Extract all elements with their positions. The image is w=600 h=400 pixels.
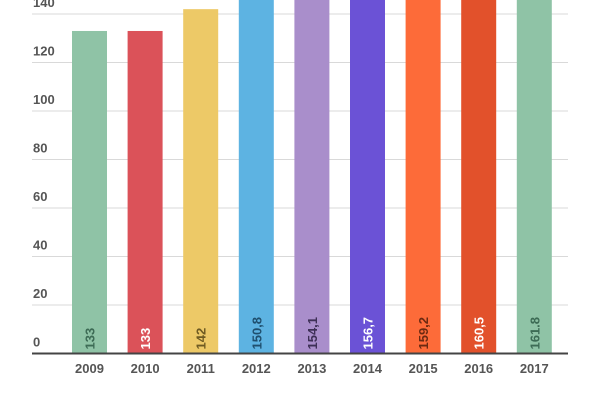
bars: 133 133 142 150,8 154,1 156,7 159,2 160,5 161.8 [72, 0, 552, 354]
data-label: 156,7 [361, 317, 376, 350]
data-label: 133 [138, 328, 153, 350]
y-tick-label: 120 [33, 44, 55, 59]
y-tick-label: 40 [33, 238, 47, 253]
data-label: 150,8 [249, 317, 264, 350]
x-tick-label: 2014 [353, 361, 383, 376]
bar-2015 [405, 0, 441, 354]
y-axis-ticks: 0 20 40 60 80 100 120 140 [33, 0, 55, 350]
bar-2012 [238, 0, 274, 354]
bar-2013 [294, 0, 330, 354]
data-label: 160,5 [472, 317, 487, 350]
bar-2010 [127, 30, 163, 354]
y-tick-label: 60 [33, 189, 47, 204]
bar-2011 [183, 9, 219, 354]
bar-2009 [72, 30, 107, 354]
x-tick-label: 2011 [187, 361, 215, 376]
data-label: 133 [83, 328, 98, 350]
x-tick-label: 2012 [242, 361, 271, 376]
y-tick-label: 20 [33, 286, 47, 301]
x-tick-label: 2013 [297, 361, 326, 376]
data-label: 159,2 [416, 317, 431, 350]
y-tick-label: 80 [33, 141, 47, 156]
x-tick-label: 2010 [131, 361, 160, 376]
bar-2017 [516, 0, 552, 354]
y-tick-label: 140 [33, 0, 55, 10]
y-tick-label: 0 [33, 335, 40, 350]
x-axis-ticks: 2009 2010 2011 2012 2013 2014 2015 2016 2017 [75, 361, 549, 376]
x-tick-label: 2016 [464, 361, 493, 376]
data-label: 154,1 [305, 317, 320, 350]
x-tick-label: 2017 [520, 361, 549, 376]
bar-2016 [461, 0, 497, 354]
x-tick-label: 2015 [409, 361, 438, 376]
bar-2014 [350, 0, 385, 354]
data-label: 161.8 [527, 317, 542, 350]
data-label: 142 [194, 328, 209, 350]
y-tick-label: 100 [33, 92, 55, 107]
x-tick-label: 2009 [75, 361, 104, 376]
